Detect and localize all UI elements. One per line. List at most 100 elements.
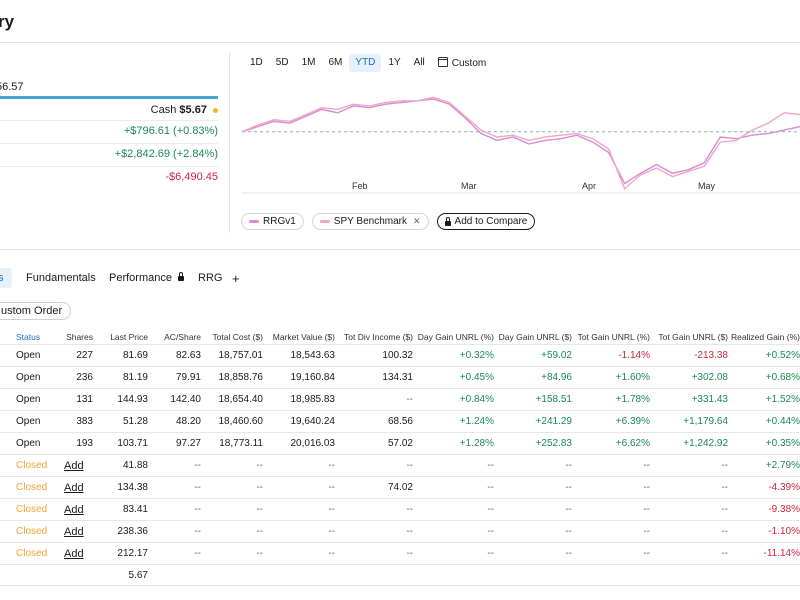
cell-empty bbox=[151, 564, 204, 586]
month-label: Mar bbox=[461, 181, 477, 191]
legend-spy[interactable]: SPY Benchmark ✕ bbox=[311, 213, 429, 230]
table-row[interactable]: Closed Add 41.88 -- -- -- -- -- -- -- -- +2.79% bbox=[0, 454, 800, 477]
col-status[interactable]: Status bbox=[16, 332, 41, 342]
cell-status: Open bbox=[0, 432, 64, 455]
range-all[interactable]: All bbox=[413, 57, 425, 68]
range-1y[interactable]: 1Y bbox=[388, 57, 401, 68]
total-gain: +$2,842.69 (+2.84%) bbox=[114, 148, 218, 160]
lock-icon bbox=[444, 216, 451, 226]
cell-dgp: +0.32% bbox=[416, 344, 497, 367]
table-row[interactable]: Open 227 81.69 82.63 18,757.01 18,543.63 100.3… bbox=[0, 344, 800, 367]
col-market-value[interactable]: Market Value ($) bbox=[272, 332, 335, 342]
table-header: Status Shares Last Price AC/Share Total … bbox=[0, 330, 800, 345]
add-shares-link[interactable]: Add bbox=[64, 547, 84, 560]
cell-status: Closed bbox=[0, 454, 64, 477]
cell-cost: 18,858.76 bbox=[204, 366, 266, 389]
add-shares-link[interactable]: Add bbox=[64, 459, 84, 472]
col-last-price[interactable]: Last Price bbox=[110, 332, 148, 342]
cell-tgp: -1.14% bbox=[575, 344, 653, 367]
cell-dgp: +0.45% bbox=[416, 366, 497, 389]
cell-shares: Add bbox=[64, 520, 96, 543]
col-ac-share[interactable]: AC/Share bbox=[164, 332, 201, 342]
performance-chart bbox=[242, 96, 800, 194]
table-row[interactable]: Closed Add 212.17 -- -- -- -- -- -- -- -- -11.14% bbox=[0, 542, 800, 565]
cell-dgp: -- bbox=[416, 542, 497, 565]
cell-rg: +0.35% bbox=[731, 432, 800, 455]
cell-ac: 142.40 bbox=[151, 388, 204, 411]
cell-div: 100.32 bbox=[338, 344, 416, 367]
col-div-income[interactable]: Tot Div Income ($) bbox=[344, 332, 413, 342]
cell-mv: 20,016.03 bbox=[266, 432, 338, 455]
add-shares-link[interactable]: Add bbox=[64, 481, 84, 494]
range-1m[interactable]: 1M bbox=[301, 57, 316, 68]
add-to-compare-button[interactable]: Add to Compare bbox=[436, 213, 536, 230]
custom-order-button[interactable]: ustom Order bbox=[0, 302, 72, 320]
swatch-icon bbox=[319, 220, 330, 223]
cell-tgd: -- bbox=[653, 454, 731, 477]
series-line-spy bbox=[242, 96, 800, 190]
table-row[interactable]: Open 236 81.19 79.91 18,858.76 19,160.84 134.3… bbox=[0, 366, 800, 389]
col-realized-gain[interactable]: Realized Gain (%) bbox=[731, 332, 800, 342]
col-shares[interactable]: Shares bbox=[66, 332, 93, 342]
cell-empty bbox=[497, 564, 575, 586]
add-shares-link[interactable]: Add bbox=[64, 503, 84, 516]
cell-dgp: -- bbox=[416, 476, 497, 499]
table-row[interactable]: Closed Add 238.36 -- -- -- -- -- -- -- -- -1.10% bbox=[0, 520, 800, 543]
cell-cost: -- bbox=[204, 498, 266, 521]
cell-cost: 18,654.40 bbox=[204, 388, 266, 411]
cell-tgd: -- bbox=[653, 520, 731, 543]
range-6m[interactable]: 6M bbox=[328, 57, 343, 68]
close-icon[interactable]: ✕ bbox=[412, 216, 421, 226]
cell-empty bbox=[204, 564, 266, 586]
col-day-gain-usd[interactable]: Day Gain UNRL ($) bbox=[498, 332, 572, 342]
range-custom[interactable]: Custom bbox=[432, 54, 492, 72]
table-row[interactable]: Open 193 103.71 97.27 18,773.11 20,016.03 57.0… bbox=[0, 432, 800, 455]
cell-tgd: -- bbox=[653, 476, 731, 499]
cell-rg: -1.10% bbox=[731, 520, 800, 543]
col-tot-gain-pct[interactable]: Tot Gain UNRL (%) bbox=[577, 332, 650, 342]
cell-last: 83.41 bbox=[96, 498, 151, 521]
col-tot-gain-usd[interactable]: Tot Gain UNRL ($) bbox=[658, 332, 728, 342]
tab-performance[interactable]: Performance bbox=[109, 272, 185, 284]
cell-ac: -- bbox=[151, 454, 204, 477]
cell-status: Closed bbox=[0, 520, 64, 543]
cell-rg: +1.52% bbox=[731, 388, 800, 411]
month-label: May bbox=[698, 181, 716, 191]
cell-tgd: +1,242.92 bbox=[653, 432, 731, 455]
cell-empty bbox=[731, 564, 800, 586]
divider bbox=[0, 143, 218, 144]
cell-shares: Add bbox=[64, 476, 96, 499]
cell-status: Open bbox=[0, 410, 64, 433]
add-tab-icon[interactable]: + bbox=[232, 271, 240, 286]
top-bar: ry bbox=[0, 0, 800, 43]
tab-holdings[interactable]: s bbox=[0, 268, 12, 288]
table-row[interactable]: Open 131 144.93 142.40 18,654.40 18,985.83 -- +… bbox=[0, 388, 800, 411]
table-row[interactable]: Closed Add 83.41 -- -- -- -- -- -- -- -- -9.38% bbox=[0, 498, 800, 521]
cell-div: 74.02 bbox=[338, 476, 416, 499]
table-row[interactable]: Closed Add 134.38 -- -- -- 74.02 -- -- -- -- -4.39% bbox=[0, 476, 800, 499]
range-5d[interactable]: 5D bbox=[275, 57, 289, 68]
cell-empty bbox=[64, 564, 96, 586]
cell-tgd: +331.43 bbox=[653, 388, 731, 411]
col-total-cost[interactable]: Total Cost ($) bbox=[212, 332, 263, 342]
col-day-gain-pct[interactable]: Day Gain UNRL (%) bbox=[417, 332, 494, 342]
cell-dgp: +0.84% bbox=[416, 388, 497, 411]
cell-tgp: +6.39% bbox=[575, 410, 653, 433]
table-row[interactable]: Open 383 51.28 48.20 18,460.60 19,640.24 68.56… bbox=[0, 410, 800, 433]
tab-performance-label: Performance bbox=[109, 272, 172, 284]
cell-dgd: +84.96 bbox=[497, 366, 575, 389]
add-shares-link[interactable]: Add bbox=[64, 525, 84, 538]
chart-legend: RRGv1 SPY Benchmark ✕ Add to Compare bbox=[241, 213, 536, 230]
cell-dgp: +1.28% bbox=[416, 432, 497, 455]
cell-tgd: -- bbox=[653, 498, 731, 521]
cell-tgp: +6.62% bbox=[575, 432, 653, 455]
cell-tgp: +1.78% bbox=[575, 388, 653, 411]
tab-rrg[interactable]: RRG bbox=[198, 272, 223, 284]
add-to-compare-label: Add to Compare bbox=[454, 216, 528, 227]
cell-tgp: -- bbox=[575, 476, 653, 499]
range-1d[interactable]: 1D bbox=[250, 57, 263, 68]
cell-div: -- bbox=[338, 520, 416, 543]
range-ytd[interactable]: YTD bbox=[349, 54, 382, 72]
tab-fundamentals[interactable]: Fundamentals bbox=[26, 272, 96, 284]
legend-rrg[interactable]: RRGv1 bbox=[241, 213, 304, 230]
